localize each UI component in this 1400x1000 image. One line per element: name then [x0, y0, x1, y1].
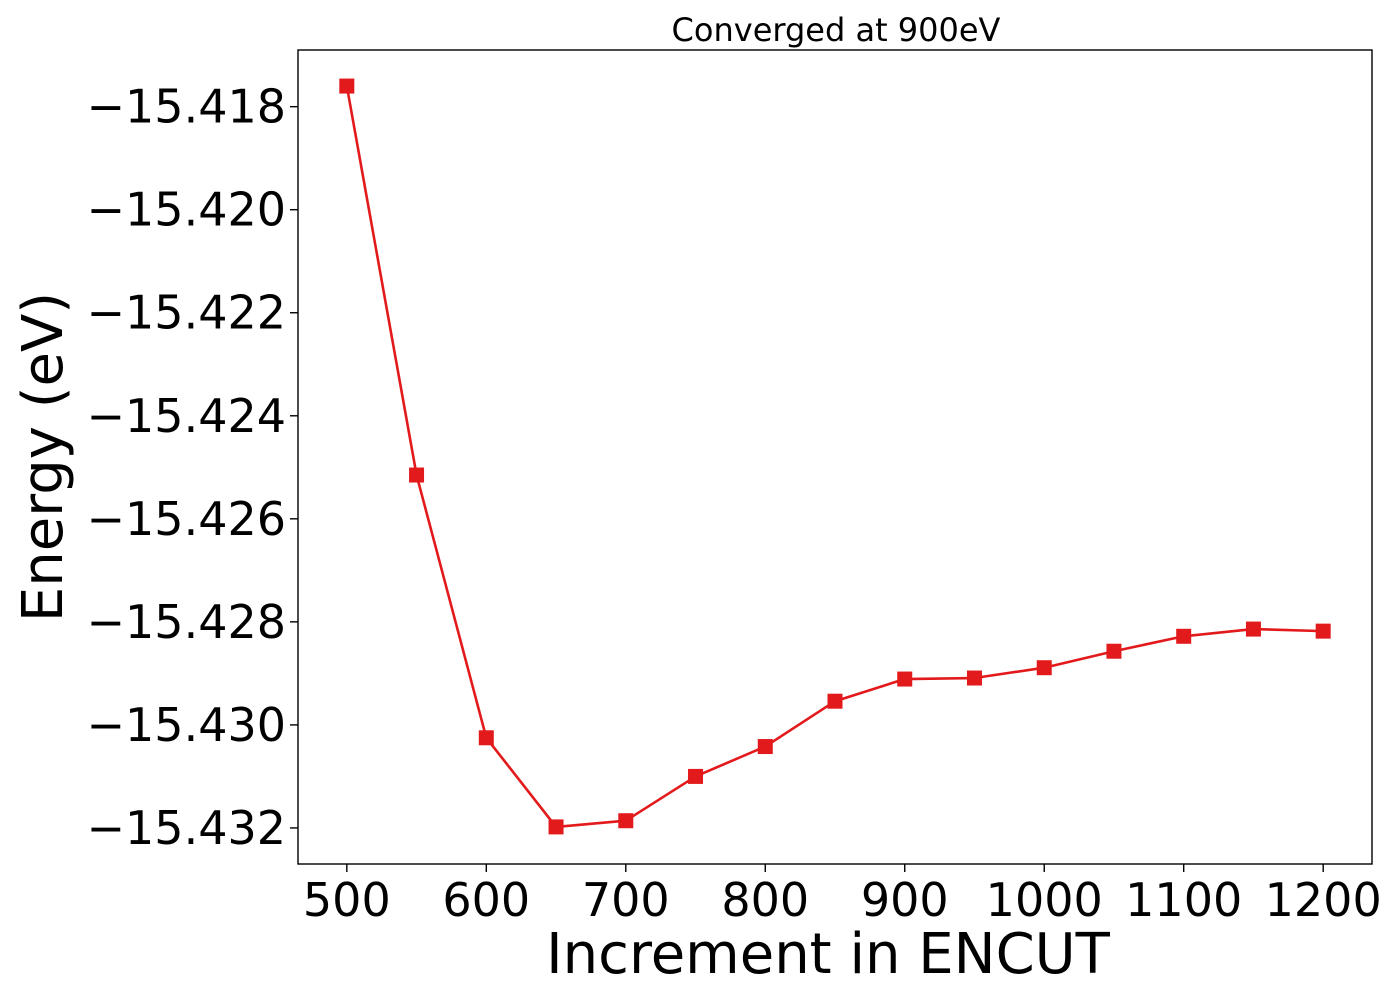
x-axis: 500 600 700 800 900 1000 1100 1200	[303, 864, 1382, 927]
data-point-marker	[1245, 621, 1261, 637]
data-point-marker	[618, 813, 634, 829]
x-tick-label: 900	[861, 873, 949, 927]
y-tick-label: −15.428	[87, 595, 287, 649]
data-point-marker	[757, 739, 773, 755]
data-point-marker	[548, 819, 564, 835]
y-tick-label: −15.418	[87, 80, 287, 134]
y-tick-label: −15.430	[87, 698, 287, 752]
data-point-marker	[1106, 643, 1122, 659]
y-axis-label: Energy (eV)	[11, 292, 76, 622]
plot-frame	[297, 49, 1373, 865]
data-point-marker	[1036, 660, 1052, 676]
y-tick-label: −15.426	[87, 492, 287, 546]
y-tick-label: −15.420	[87, 183, 287, 237]
y-axis: −15.418 −15.420 −15.422 −15.424 −15.426 −15.4…	[87, 80, 298, 855]
x-tick-label: 800	[721, 873, 809, 927]
series-line	[345, 85, 1324, 829]
x-tick-label: 600	[442, 873, 530, 927]
y-tick-label: −15.422	[87, 286, 287, 340]
data-point-marker	[339, 78, 355, 94]
x-tick-label: 1000	[986, 873, 1103, 927]
y-tick-label: −15.424	[87, 389, 287, 443]
data-point-marker	[409, 467, 425, 483]
data-point-marker	[897, 671, 913, 687]
chart-title: Converged at 900eV	[672, 11, 1001, 49]
data-point-marker	[688, 768, 704, 784]
data-point-marker	[966, 670, 982, 686]
data-point-marker	[1315, 623, 1331, 639]
x-axis-label: Increment in ENCUT	[546, 922, 1111, 987]
y-tick-label: −15.432	[87, 801, 287, 855]
data-point-marker	[478, 730, 494, 746]
x-tick-label: 700	[582, 873, 670, 927]
x-tick-label: 500	[303, 873, 391, 927]
data-point-marker	[1176, 628, 1192, 644]
x-tick-label: 1100	[1125, 873, 1242, 927]
series-layer	[339, 78, 1331, 835]
data-point-marker	[827, 693, 843, 709]
x-tick-label: 1200	[1265, 873, 1382, 927]
